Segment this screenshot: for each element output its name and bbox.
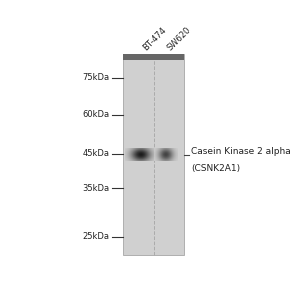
Text: (CSNK2A1): (CSNK2A1) — [191, 164, 240, 173]
Bar — [123, 55, 184, 256]
Bar — [123, 55, 184, 60]
Text: 60kDa: 60kDa — [82, 110, 109, 119]
Text: Casein Kinase 2 alpha: Casein Kinase 2 alpha — [191, 147, 291, 156]
Text: 25kDa: 25kDa — [82, 232, 109, 242]
Text: 35kDa: 35kDa — [82, 184, 109, 193]
Text: 75kDa: 75kDa — [82, 73, 109, 82]
Text: BT-474: BT-474 — [141, 25, 168, 52]
Text: SW620: SW620 — [166, 25, 193, 52]
Text: 45kDa: 45kDa — [82, 149, 109, 158]
